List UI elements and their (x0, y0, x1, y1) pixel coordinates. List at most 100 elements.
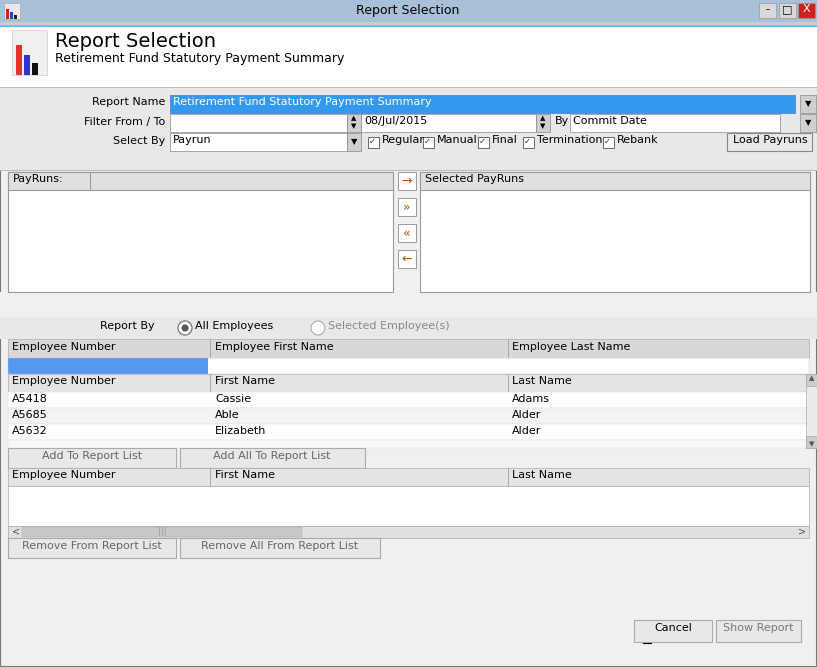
Bar (180, 448, 365, 468)
Bar (208, 358, 510, 374)
Bar (347, 114, 361, 132)
Bar (800, 95, 816, 113)
Text: Remove All From Report List: Remove All From Report List (202, 541, 359, 551)
Text: ✓: ✓ (424, 137, 431, 146)
Bar (0, 317, 817, 339)
Text: Employee Number: Employee Number (12, 470, 115, 480)
Bar (170, 95, 795, 113)
Bar (806, 436, 817, 448)
Bar (210, 468, 211, 486)
Bar (800, 114, 816, 132)
Text: ✓: ✓ (369, 137, 376, 146)
Text: ▼: ▼ (540, 123, 546, 129)
Text: Retirement Fund Statutory Payment Summary: Retirement Fund Statutory Payment Summar… (173, 97, 431, 107)
Text: Last Name: Last Name (512, 376, 572, 386)
Text: Report Name: Report Name (92, 97, 165, 107)
Text: Payrun: Payrun (173, 135, 212, 145)
Bar (806, 374, 817, 448)
Text: Cassie: Cassie (215, 394, 251, 404)
Text: Manual: Manual (437, 135, 478, 145)
Bar (170, 114, 347, 132)
Bar (759, 3, 776, 18)
Bar (798, 3, 815, 18)
Bar (510, 358, 809, 374)
Text: ▲: ▲ (351, 115, 357, 121)
Text: A5632: A5632 (12, 426, 47, 436)
Bar (806, 374, 817, 386)
Text: Add To Report List: Add To Report List (42, 451, 142, 461)
Bar (8, 339, 809, 358)
Bar (508, 374, 509, 392)
Bar (634, 620, 712, 642)
Bar (8, 448, 176, 468)
Bar (423, 137, 434, 148)
Bar (727, 133, 812, 151)
Text: ▼: ▼ (810, 441, 815, 447)
Bar (90, 172, 91, 190)
Circle shape (178, 321, 192, 335)
Text: Able: Able (215, 410, 239, 420)
Text: Alder: Alder (512, 410, 542, 420)
Bar (0, 25, 817, 87)
Bar (14, 15, 17, 19)
Bar (180, 538, 380, 558)
Text: Employee Number: Employee Number (12, 376, 115, 386)
Bar (368, 137, 379, 148)
Bar (10, 12, 13, 19)
Circle shape (311, 321, 325, 335)
Text: Employee First Name: Employee First Name (215, 342, 333, 352)
Text: Adams: Adams (512, 394, 550, 404)
Text: Commit Date: Commit Date (573, 116, 647, 126)
Text: ✓: ✓ (524, 137, 531, 146)
Bar (6, 9, 9, 19)
Text: Selected PayRuns: Selected PayRuns (425, 174, 524, 184)
Text: Filter From / To: Filter From / To (84, 117, 165, 127)
Text: X: X (802, 4, 810, 14)
Bar (24, 55, 30, 75)
Bar (22, 527, 302, 537)
Text: First Name: First Name (215, 376, 275, 386)
Bar (570, 114, 780, 132)
Text: ▼: ▼ (351, 123, 357, 129)
Bar (8, 486, 809, 526)
Text: Employee Last Name: Employee Last Name (512, 342, 631, 352)
Bar (478, 137, 489, 148)
Text: Show Report: Show Report (723, 623, 793, 633)
Text: Report Selection: Report Selection (356, 4, 460, 17)
Bar (716, 620, 801, 642)
Text: Alder: Alder (512, 426, 542, 436)
Bar (361, 114, 536, 132)
Bar (210, 339, 211, 358)
Bar (398, 172, 416, 190)
Bar (0, 25, 817, 27)
Bar (170, 133, 347, 151)
Text: By: By (555, 116, 569, 126)
Text: ▲: ▲ (810, 375, 815, 381)
Text: Report By: Report By (100, 321, 155, 331)
Bar (508, 339, 509, 358)
Text: →: → (402, 175, 413, 187)
Bar (420, 172, 810, 292)
Bar (779, 3, 796, 18)
Circle shape (181, 325, 189, 331)
Bar (8, 172, 393, 292)
Bar (0, 88, 817, 170)
Text: Report Selection: Report Selection (55, 32, 216, 51)
Text: Add All To Report List: Add All To Report List (213, 451, 331, 461)
Text: Remove From Report List: Remove From Report List (22, 541, 162, 551)
Text: ✓: ✓ (479, 137, 486, 146)
Text: Rebank: Rebank (617, 135, 659, 145)
Text: 08/Jul/2015: 08/Jul/2015 (364, 116, 427, 126)
Bar (0, 0, 817, 22)
Text: Load Payruns: Load Payruns (733, 135, 807, 145)
Bar (8, 358, 809, 374)
Bar (12, 30, 47, 75)
Bar (8, 408, 809, 424)
Text: ▲: ▲ (540, 115, 546, 121)
Bar (0, 87, 817, 88)
Text: PayRuns:: PayRuns: (13, 174, 64, 184)
Text: ✓: ✓ (604, 137, 611, 146)
Bar (508, 468, 509, 486)
Bar (16, 45, 22, 75)
Text: Cancel: Cancel (654, 623, 692, 633)
